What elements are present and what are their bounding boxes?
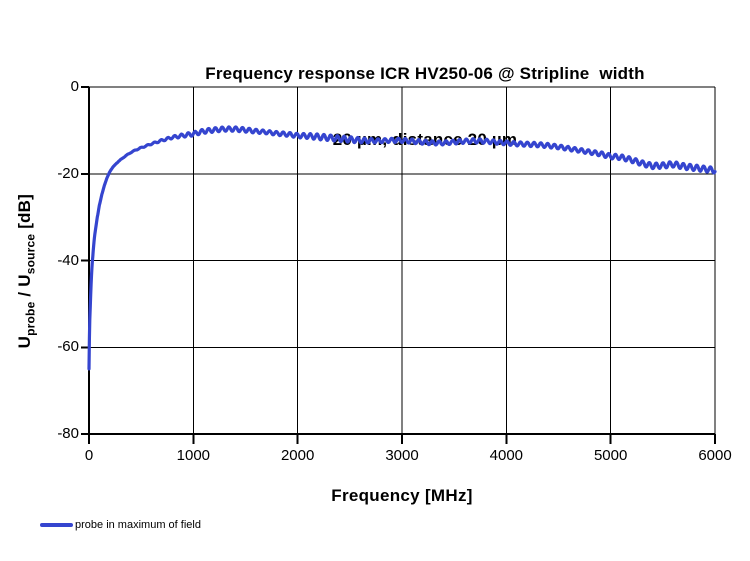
y-tick-label: -60 <box>57 338 79 356</box>
y-tick-label: 0 <box>70 78 79 95</box>
y-axis-title-sub2: source <box>23 233 38 275</box>
chart-title-line1: Frequency response ICR HV250-06 @ Stripl… <box>205 64 645 83</box>
series-line-probe <box>87 125 717 371</box>
legend: probe in maximum of field <box>40 519 201 531</box>
x-tick-label: 3000 <box>385 447 419 464</box>
x-tick-label: 5000 <box>593 447 628 464</box>
legend-label: probe in maximum of field <box>75 519 201 531</box>
x-tick-label: 6000 <box>698 447 732 464</box>
y-tick-label: -80 <box>57 425 79 442</box>
y-axis-title-u1: U <box>14 335 34 349</box>
y-tick-label: -40 <box>57 251 79 269</box>
legend-series-line-swatch <box>40 523 73 527</box>
y-axis-title-sub1: probe <box>23 301 38 336</box>
y-axis-title: Uprobe / Usource [dB] <box>15 194 37 348</box>
x-axis-title: Frequency [MHz] <box>331 486 473 505</box>
x-tick-label: 0 <box>84 447 94 464</box>
x-tick-label: 4000 <box>489 447 524 464</box>
y-axis-title-mid: / U <box>14 274 34 302</box>
y-tick-label: -20 <box>57 164 79 182</box>
x-tick-label: 1000 <box>176 447 211 464</box>
x-tick-label: 2000 <box>280 447 315 464</box>
y-axis-title-unit: [dB] <box>14 193 34 234</box>
